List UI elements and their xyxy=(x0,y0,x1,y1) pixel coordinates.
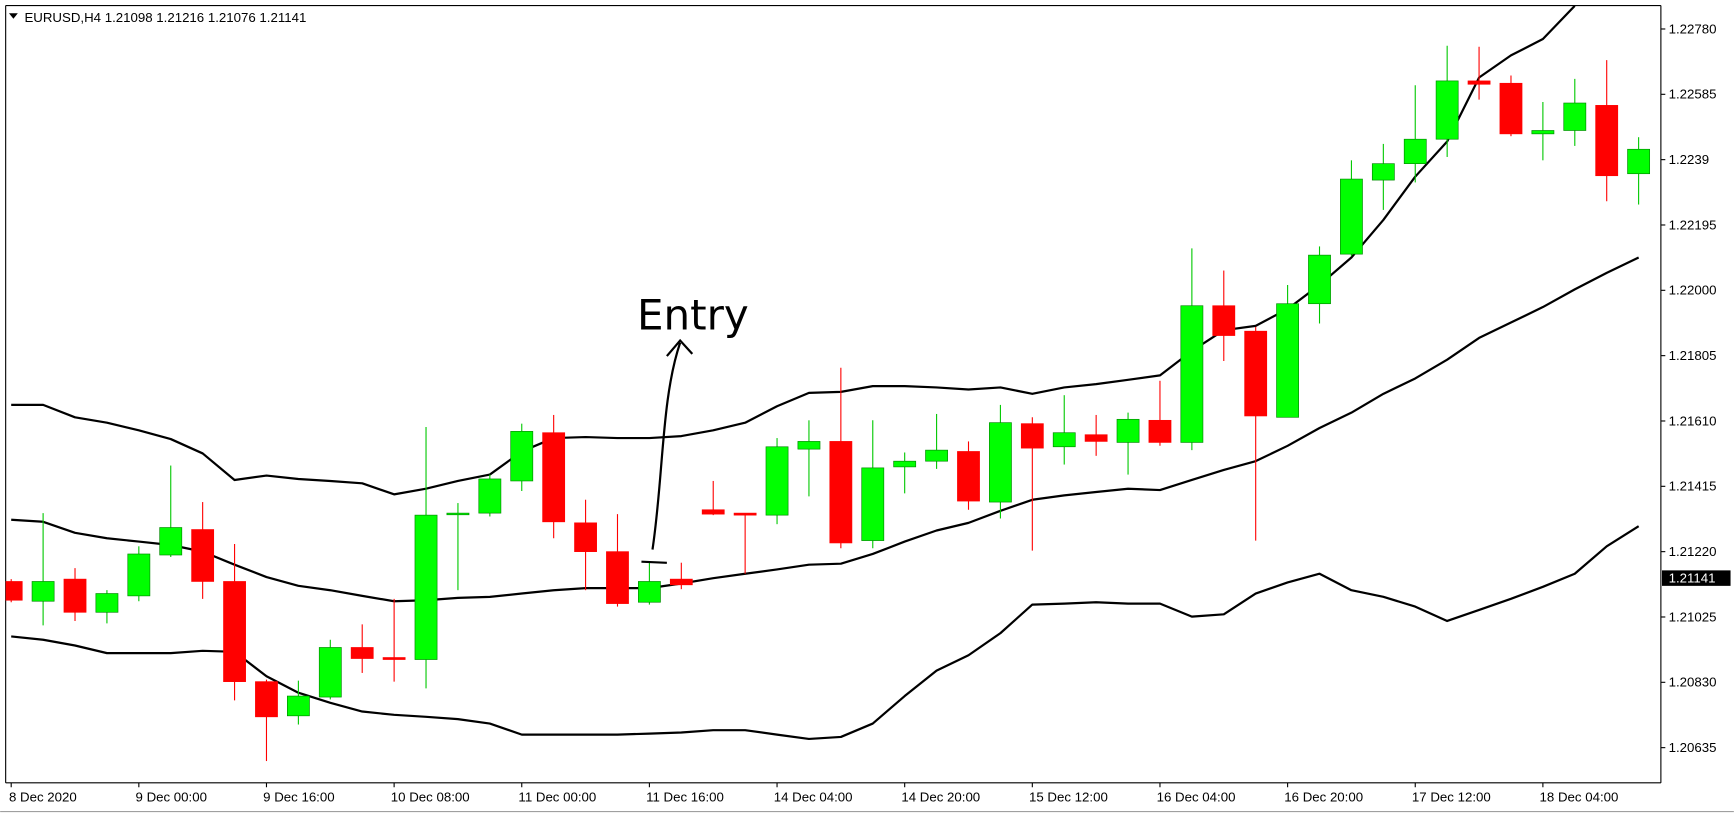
x-tick-label: 14 Dec 20:00 xyxy=(901,790,980,805)
candle-body xyxy=(478,478,502,514)
y-tick-label: 1.20830 xyxy=(1669,675,1717,690)
candle-body xyxy=(63,578,87,613)
candle-body xyxy=(1627,148,1651,175)
candle-body xyxy=(829,441,853,544)
candle-body xyxy=(223,581,246,682)
y-tick-label: 1.22000 xyxy=(1669,283,1717,298)
x-tick-label: 9 Dec 16:00 xyxy=(263,790,334,805)
candle-body xyxy=(797,441,821,450)
candle-body xyxy=(1563,102,1587,131)
candle-body xyxy=(542,432,566,523)
candle-body xyxy=(989,422,1012,503)
candle-body xyxy=(255,681,278,718)
y-tick-label: 1.22780 xyxy=(1669,21,1717,36)
candle-body xyxy=(318,647,342,698)
y-tick-label: 1.22585 xyxy=(1669,87,1717,102)
x-tick-label: 18 Dec 04:00 xyxy=(1540,790,1619,805)
candle-body xyxy=(414,514,438,660)
candle-body xyxy=(95,593,119,613)
candle-body xyxy=(127,553,151,597)
candle-body xyxy=(1276,303,1299,418)
candle-body xyxy=(957,451,980,502)
annotation: Entry xyxy=(637,290,749,339)
candle-body xyxy=(669,578,693,586)
y-tick-label: 1.20635 xyxy=(1669,740,1717,755)
menu-triangle[interactable] xyxy=(8,13,18,19)
candle-body xyxy=(1020,423,1044,449)
band-line xyxy=(11,525,1640,741)
candle-body xyxy=(606,551,629,604)
candle-body xyxy=(446,512,470,516)
price-marker-box xyxy=(1661,570,1731,586)
candle-body xyxy=(1180,305,1204,443)
candle-body xyxy=(1435,80,1459,140)
x-tick-label: 15 Dec 12:00 xyxy=(1029,790,1108,805)
candle-body xyxy=(350,647,374,659)
candle-body xyxy=(1052,432,1076,448)
candle-body xyxy=(1595,105,1619,177)
x-tick-label: 16 Dec 04:00 xyxy=(1157,790,1236,805)
x-tick-label: 17 Dec 12:00 xyxy=(1412,790,1491,805)
candle-body xyxy=(1212,305,1236,336)
y-tick-label: 1.21610 xyxy=(1669,413,1717,428)
candle-body xyxy=(861,467,885,541)
x-tick-label: 10 Dec 08:00 xyxy=(391,790,470,805)
y-tick-label: 1.21805 xyxy=(1669,348,1717,363)
candle-body xyxy=(510,431,534,482)
entry-arrow xyxy=(641,338,694,564)
candle-body xyxy=(1531,130,1555,135)
annotation-group: Entry xyxy=(637,290,749,564)
y-tick-label: 1.21025 xyxy=(1669,609,1717,624)
candle-body xyxy=(31,581,55,602)
candle-body xyxy=(1084,434,1108,442)
candle-body xyxy=(1116,418,1140,443)
candle-body xyxy=(1403,138,1427,165)
x-tick-label: 16 Dec 20:00 xyxy=(1284,790,1363,805)
x-tick-label: 11 Dec 00:00 xyxy=(518,790,596,805)
candle-body xyxy=(1499,82,1523,135)
candle-body xyxy=(1308,254,1331,305)
band-line xyxy=(11,256,1640,603)
candle-body xyxy=(1244,330,1268,417)
candle-body xyxy=(382,657,406,660)
chart-title: EURUSD,H4 1.21098 1.21216 1.21076 1.2114… xyxy=(24,10,306,25)
candle-body xyxy=(893,460,917,468)
x-tick-label: 9 Dec 00:00 xyxy=(136,790,207,805)
x-tick-label: 14 Dec 04:00 xyxy=(774,790,853,805)
x-tick-label: 8 Dec 2020 xyxy=(9,790,77,805)
y-tick-label: 1.2239 xyxy=(1669,152,1710,167)
plot-area xyxy=(5,5,1651,762)
candle-body xyxy=(1371,163,1395,181)
y-tick-label: 1.21220 xyxy=(1669,544,1717,559)
candle-body xyxy=(765,446,789,516)
x-tick-label: 11 Dec 16:00 xyxy=(646,790,724,805)
candle-body xyxy=(286,695,310,717)
candle-body xyxy=(1467,80,1491,85)
candle-body xyxy=(925,449,948,462)
candle-body xyxy=(1148,419,1172,443)
candle-body xyxy=(159,527,183,556)
candle-body xyxy=(701,509,725,515)
y-tick-label: 1.21415 xyxy=(1669,479,1717,494)
y-tick-label: 1.22195 xyxy=(1669,217,1717,232)
candle-body xyxy=(574,522,597,552)
candle-body xyxy=(1340,178,1363,255)
candle-body xyxy=(5,581,23,601)
candle-body xyxy=(191,529,215,582)
price-marker-label: 1.21141 xyxy=(1669,571,1716,586)
candle-body xyxy=(733,512,757,516)
candle-body xyxy=(638,581,661,603)
